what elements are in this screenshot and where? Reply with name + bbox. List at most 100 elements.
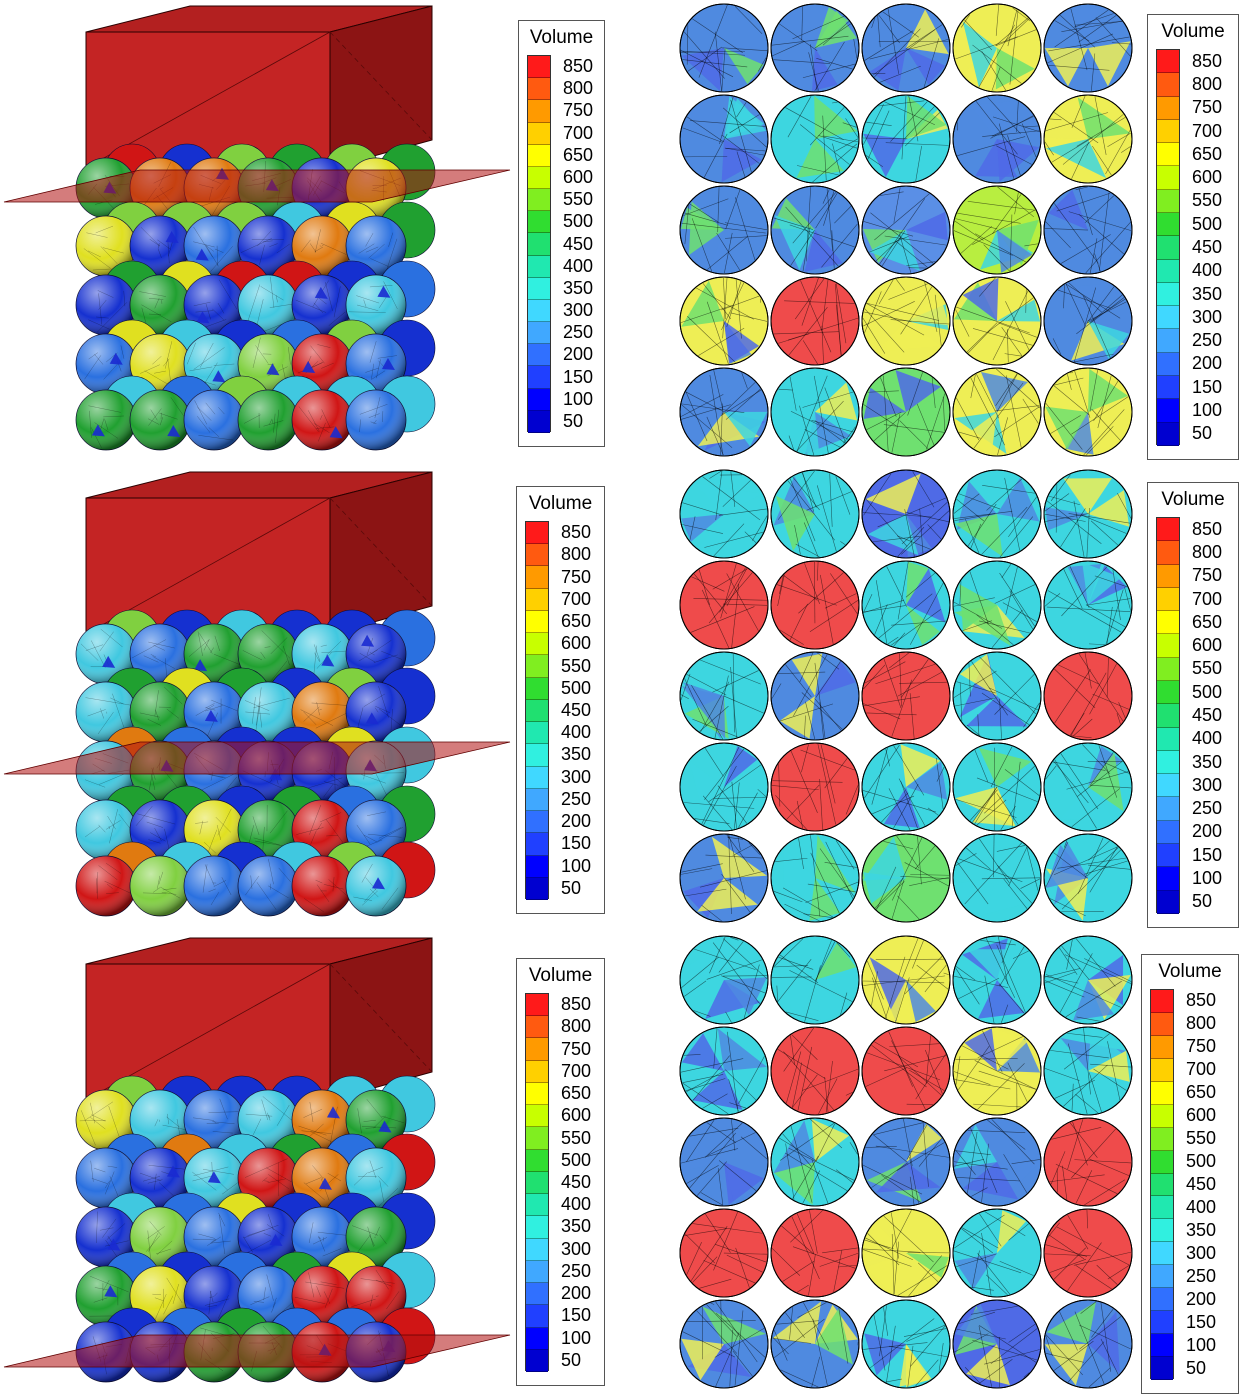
- sphere: [291, 623, 353, 685]
- section-disk: [770, 1208, 860, 1298]
- legend-tick-label: 100: [1192, 400, 1223, 421]
- legend-tick-label: 750: [1186, 1036, 1217, 1057]
- legend-tick-label: 500: [1192, 681, 1223, 702]
- section-disk: [679, 935, 769, 1025]
- legend-tick-label: 350: [1186, 1219, 1217, 1240]
- legend-swatch: [526, 1216, 548, 1239]
- legend-swatch: [526, 1016, 548, 1039]
- legend-tick-label: 550: [1192, 190, 1223, 211]
- legend-swatch: [1157, 727, 1179, 751]
- legend-swatch: [526, 544, 548, 567]
- section-disk: [861, 560, 951, 650]
- legend-swatch: [1151, 1334, 1173, 1357]
- sphere: [237, 623, 299, 685]
- section-disk: [770, 3, 860, 93]
- figure-row-3: Volume 850 800 750 700 650 600 550 500 450 400 350 3…: [0, 932, 1244, 1400]
- sphere: [237, 855, 299, 917]
- legend-tick-label: 400: [1192, 728, 1223, 749]
- section-disk: [952, 560, 1042, 650]
- legend-tick-label: 450: [1192, 705, 1223, 725]
- sphere: [291, 1089, 353, 1151]
- legend-swatch: [1151, 1242, 1173, 1266]
- legend-swatch: [1157, 306, 1179, 330]
- sphere: [75, 274, 137, 336]
- section-disk: [679, 469, 769, 559]
- legend-tick-label: 450: [561, 700, 592, 720]
- section-disk: [679, 560, 769, 650]
- legend-tick-label: 100: [1186, 1334, 1217, 1355]
- legend-tick-label: 550: [561, 1127, 592, 1148]
- legend-swatch: [526, 811, 548, 834]
- section-disk: [1043, 833, 1133, 923]
- loading-platen-box: [85, 937, 433, 1101]
- legend-color-bar: [1156, 49, 1180, 446]
- legend-tick-label: 450: [1192, 237, 1223, 257]
- sphere: [345, 623, 407, 685]
- section-disk: [770, 1299, 860, 1389]
- volume-legend-left: Volume 850 800 750 700 650 600 550 500 450 400 350 3…: [516, 958, 605, 1386]
- legend-swatch: [1157, 797, 1179, 821]
- legend-swatch: [1157, 750, 1179, 775]
- legend-tick-label: 800: [563, 78, 594, 99]
- legend-tick-label: 850: [563, 56, 594, 77]
- legend-tick-label: 700: [1186, 1059, 1217, 1080]
- legend-tick-label: 400: [563, 255, 594, 276]
- legend-tick-label: 350: [1192, 751, 1223, 772]
- section-disk: [770, 276, 860, 366]
- legend-swatch: [526, 1060, 548, 1083]
- section-disk: [861, 651, 951, 741]
- legend-swatch: [528, 166, 550, 190]
- sphere: [75, 1147, 137, 1209]
- legend-swatch: [1151, 1196, 1173, 1220]
- legend-swatch: [526, 522, 548, 545]
- sphere: [183, 1147, 245, 1209]
- legend-swatch: [1151, 1150, 1173, 1174]
- sphere: [291, 855, 353, 917]
- sphere: [345, 1089, 407, 1151]
- sphere: [237, 215, 299, 277]
- legend-swatch: [526, 633, 548, 656]
- section-disk: [952, 1208, 1042, 1298]
- section-disk: [861, 833, 951, 923]
- legend-tick-label: 50: [561, 877, 582, 898]
- legend-swatch: [1157, 166, 1179, 190]
- section-disk: [952, 94, 1042, 184]
- section-disk: [952, 833, 1042, 923]
- legend-swatch: [526, 1260, 548, 1284]
- cross-section-grid: [679, 3, 1133, 457]
- legend-swatch: [1157, 820, 1179, 844]
- legend-tick-label: 650: [1192, 611, 1223, 632]
- section-disk: [952, 935, 1042, 1025]
- sphere: [237, 681, 299, 743]
- sphere: [129, 623, 191, 685]
- legend-tick-label: 100: [1192, 868, 1223, 889]
- sphere: [237, 1206, 299, 1268]
- section-disk: [770, 1026, 860, 1116]
- sphere: [291, 215, 353, 277]
- legend-tick-label: 300: [1192, 774, 1223, 795]
- legend-tick-label: 750: [1192, 565, 1223, 586]
- legend-tick-label: 750: [1192, 97, 1223, 118]
- section-disk: [1043, 1026, 1133, 1116]
- sphere: [237, 274, 299, 336]
- legend-swatch: [526, 1127, 548, 1150]
- section-disk: [1043, 935, 1133, 1025]
- legend-tick-label: 500: [1192, 213, 1223, 234]
- legend-tick-label: 600: [561, 633, 592, 654]
- sphere: [75, 1206, 137, 1268]
- legend-tick-label: 450: [561, 1172, 592, 1192]
- sphere: [183, 389, 245, 451]
- sphere: [129, 274, 191, 336]
- legend-tick-label: 200: [1192, 353, 1223, 374]
- legend-swatch: [1157, 259, 1179, 283]
- legend-swatch: [1151, 1081, 1173, 1105]
- legend-swatch: [528, 277, 550, 300]
- sphere: [75, 681, 137, 743]
- legend-swatch: [1151, 1127, 1173, 1151]
- section-disk: [679, 3, 769, 93]
- legend-tick-label: 300: [561, 1238, 592, 1259]
- section-disk: [770, 1117, 860, 1207]
- legend-tick-label: 800: [1192, 541, 1223, 562]
- sphere: [183, 855, 245, 917]
- legend-swatch: [526, 1038, 548, 1061]
